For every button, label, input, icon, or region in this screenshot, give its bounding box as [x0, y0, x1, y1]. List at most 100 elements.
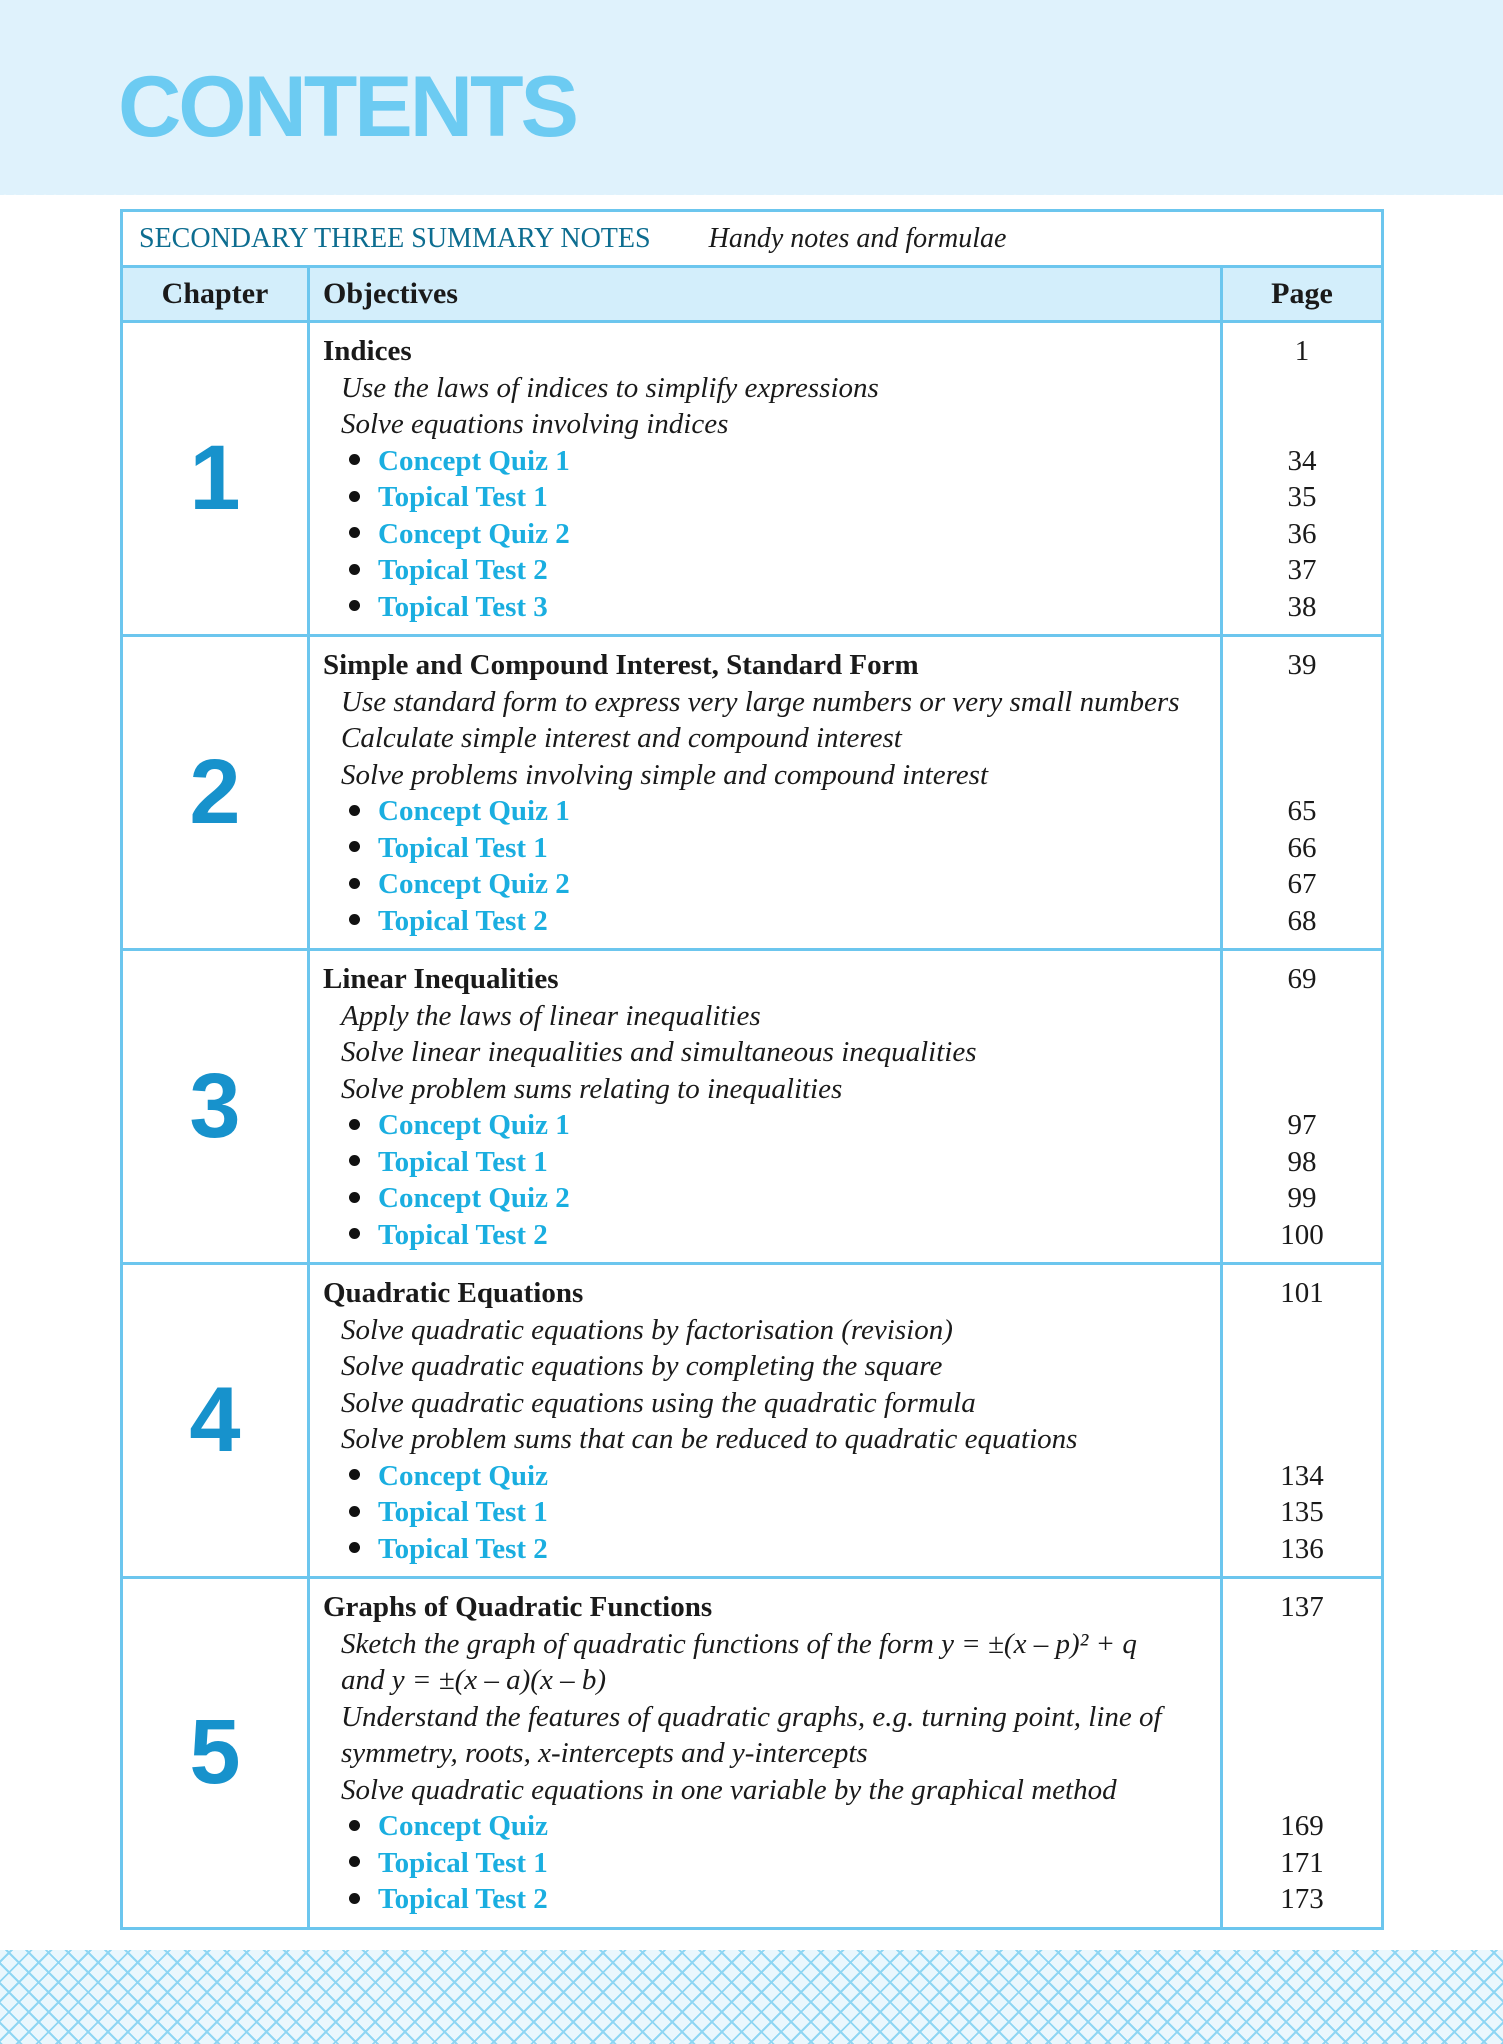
bullet-icon [349, 1819, 360, 1831]
page-blank [1223, 1421, 1381, 1458]
bullet-icon [349, 563, 360, 575]
list-item[interactable]: Concept Quiz 1 [323, 443, 1220, 480]
list-item[interactable]: Topical Test 2 [323, 552, 1220, 589]
section-name: SECONDARY THREE SUMMARY NOTES [139, 222, 651, 254]
chapter-row: 3 Linear Inequalities Apply the laws of li… [123, 951, 1381, 1265]
objective: Solve equations involving indices [341, 408, 729, 440]
page-blank [1223, 1348, 1381, 1385]
header-page: Page [1271, 277, 1333, 310]
page-blank [1223, 370, 1381, 407]
bullet-icon [349, 454, 360, 466]
chapter-objectives: Quadratic Equations Solve quadratic equat… [310, 1265, 1223, 1576]
item-link[interactable]: Concept Quiz 1 [378, 444, 570, 477]
item-page: 38 [1287, 590, 1317, 623]
page-blank [1223, 998, 1381, 1035]
header-objectives: Objectives [310, 268, 1223, 320]
page-blank [1223, 1034, 1381, 1071]
list-item[interactable]: Concept Quiz 1 [323, 793, 1220, 830]
item-page: 99 [1287, 1182, 1317, 1214]
item-page: 65 [1287, 795, 1317, 827]
page-blank [1223, 406, 1381, 443]
chapter-objectives: Graphs of Quadratic Functions Sketch the … [310, 1579, 1223, 1927]
chapter-number: 5 [123, 1579, 310, 1927]
bullet-icon [349, 804, 360, 816]
list-item[interactable]: Topical Test 1 [323, 1494, 1220, 1531]
objective: Solve problems involving simple and comp… [341, 758, 989, 791]
item-link[interactable]: Concept Quiz 2 [378, 517, 570, 550]
page-blank [1223, 1385, 1381, 1422]
item-page: 68 [1287, 904, 1317, 937]
list-item[interactable]: Topical Test 1 [323, 1144, 1220, 1181]
item-link[interactable]: Topical Test 2 [378, 554, 548, 586]
chapter-number: 4 [123, 1265, 310, 1576]
list-item[interactable]: Concept Quiz 2 [323, 1180, 1220, 1217]
section-subtitle: Handy notes and formulae [708, 222, 1007, 254]
list-item[interactable]: Topical Test 2 [323, 1881, 1220, 1918]
chapter-number: 3 [123, 951, 310, 1262]
chapter-objectives: Indices Use the laws of indices to simpli… [310, 323, 1223, 634]
item-page: 169 [1280, 1810, 1324, 1842]
item-link[interactable]: Topical Test 3 [378, 590, 548, 623]
list-item[interactable]: Topical Test 1 [323, 1845, 1220, 1882]
item-page: 97 [1287, 1109, 1317, 1141]
item-link[interactable]: Concept Quiz 1 [378, 795, 570, 827]
objective: Solve quadratic equations by factorisati… [341, 1313, 953, 1346]
item-link[interactable]: Topical Test 2 [378, 1532, 548, 1565]
item-link[interactable]: Concept Quiz [378, 1459, 548, 1492]
bullet-icon [349, 1191, 360, 1203]
objective: Solve quadratic equations by completing … [341, 1350, 943, 1382]
list-item[interactable]: Topical Test 2 [323, 1531, 1220, 1568]
chapter-number: 2 [123, 637, 310, 948]
bullet-icon [349, 527, 360, 539]
item-link[interactable]: Topical Test 1 [378, 1496, 548, 1528]
item-link[interactable]: Topical Test 1 [378, 1145, 548, 1178]
chapter-page: 1 [1294, 335, 1310, 367]
chapter-page: 69 [1287, 963, 1317, 995]
objective: Solve quadratic equations in one variabl… [341, 1773, 1117, 1806]
item-link[interactable]: Topical Test 2 [378, 904, 548, 937]
item-link[interactable]: Topical Test 2 [378, 1218, 548, 1251]
list-item[interactable]: Concept Quiz [323, 1458, 1220, 1495]
list-item[interactable]: Topical Test 1 [323, 830, 1220, 867]
header-row: Chapter Objectives Page [123, 268, 1381, 323]
list-item[interactable]: Topical Test 2 [323, 903, 1220, 940]
item-page: 136 [1280, 1532, 1324, 1565]
list-item[interactable]: Concept Quiz [323, 1808, 1220, 1845]
list-item[interactable]: Concept Quiz 2 [323, 516, 1220, 553]
item-page: 66 [1287, 831, 1317, 864]
item-link[interactable]: Topical Test 1 [378, 481, 548, 513]
page-blank [1223, 1071, 1381, 1108]
chapter-title: Indices [323, 335, 412, 367]
item-page: 67 [1287, 868, 1317, 900]
bullet-icon [349, 1469, 360, 1481]
list-item[interactable]: Topical Test 1 [323, 479, 1220, 516]
chapter-row: 2 Simple and Compound Interest, Standard … [123, 637, 1381, 951]
chapter-pages: 137 169 171 173 [1223, 1579, 1381, 1927]
bullet-icon [349, 1118, 360, 1130]
item-link[interactable]: Concept Quiz 2 [378, 1182, 570, 1214]
list-item[interactable]: Concept Quiz 1 [323, 1107, 1220, 1144]
header-chapter: Chapter [123, 268, 310, 320]
list-item[interactable]: Topical Test 3 [323, 589, 1220, 626]
item-link[interactable]: Topical Test 2 [378, 1883, 548, 1915]
page-blank [1223, 1735, 1381, 1772]
list-item[interactable]: Topical Test 2 [323, 1217, 1220, 1254]
objective: Understand the features of quadratic gra… [341, 1700, 1162, 1733]
list-item[interactable]: Concept Quiz 2 [323, 866, 1220, 903]
chapter-rows: 1 Indices Use the laws of indices to simpl… [123, 323, 1381, 1927]
page-title: CONTENTS [118, 59, 579, 155]
chapter-pages: 1 34 35 36 37 38 [1223, 323, 1381, 634]
item-link[interactable]: Concept Quiz 2 [378, 868, 570, 900]
item-page: 34 [1287, 444, 1317, 477]
chapter-row: 4 Quadratic Equations Solve quadratic equa… [123, 1265, 1381, 1579]
chapter-title: Simple and Compound Interest, Standard F… [323, 649, 919, 681]
header-band [0, 0, 1503, 195]
item-link[interactable]: Topical Test 1 [378, 1846, 548, 1879]
item-page: 36 [1287, 517, 1317, 550]
item-page: 37 [1287, 554, 1317, 586]
item-link[interactable]: Concept Quiz [378, 1810, 548, 1842]
bullet-icon [349, 1856, 360, 1868]
item-link[interactable]: Concept Quiz 1 [378, 1109, 570, 1141]
item-link[interactable]: Topical Test 1 [378, 831, 548, 864]
item-page: 134 [1280, 1459, 1324, 1492]
